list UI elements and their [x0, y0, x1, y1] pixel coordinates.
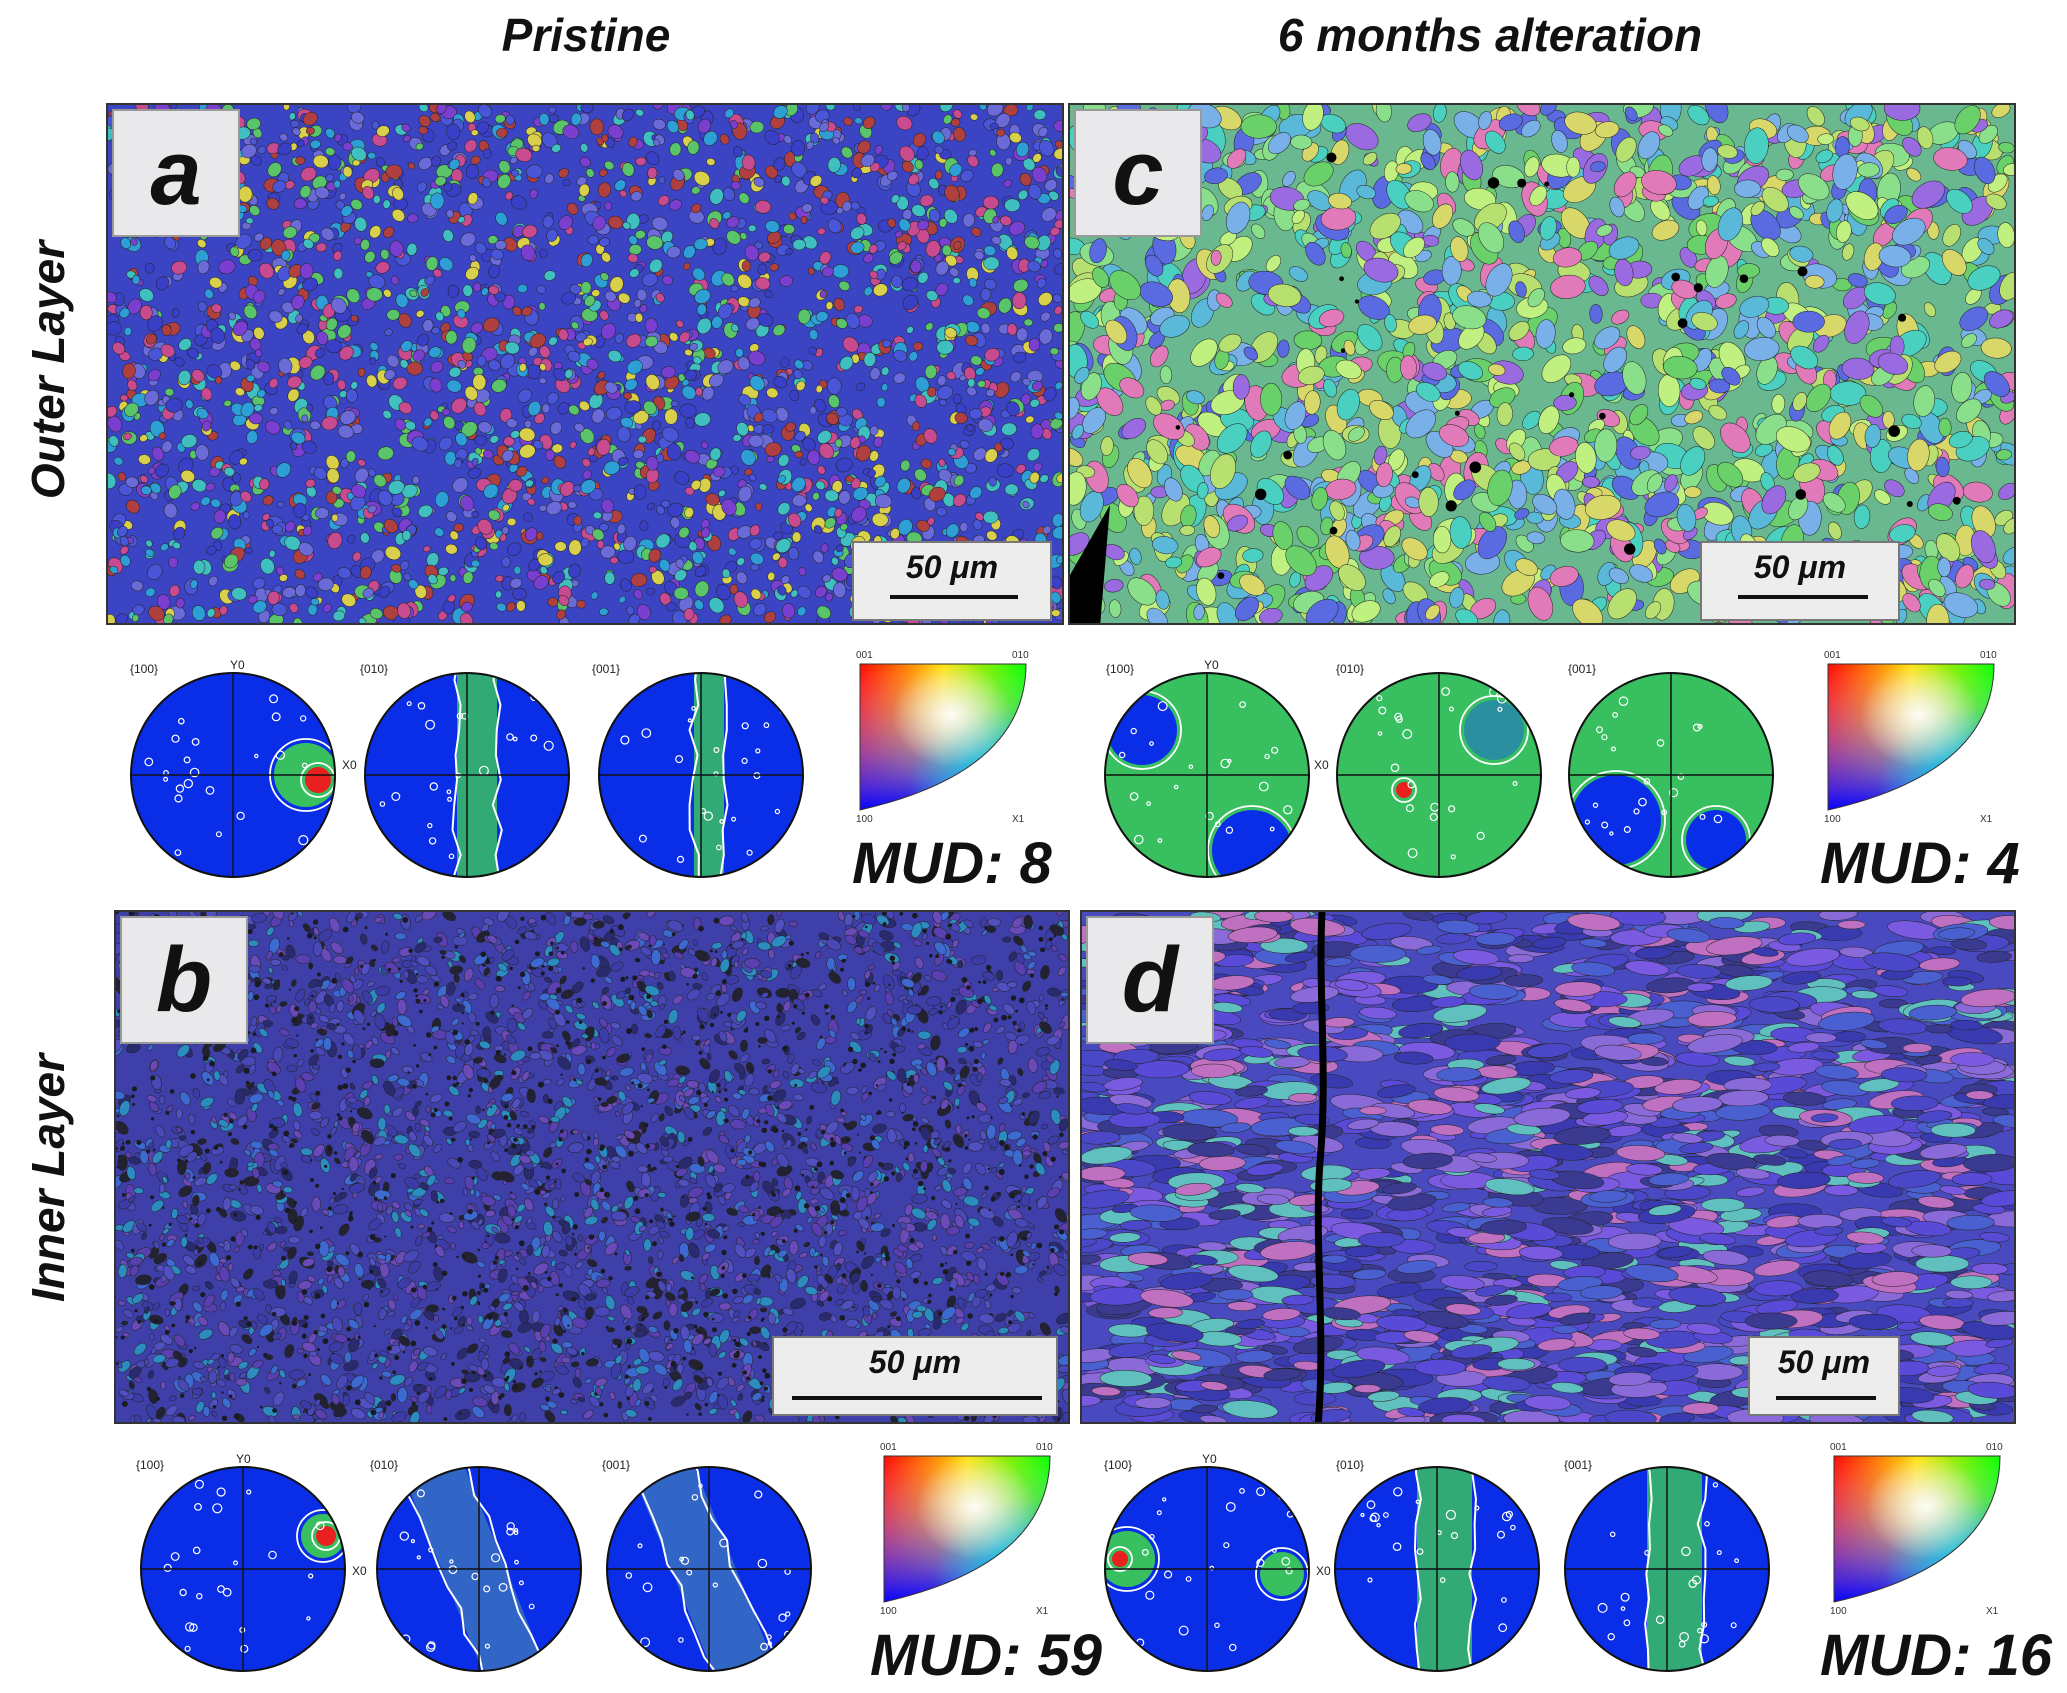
ipf-key-a: 001 010 100 X1: [852, 650, 1042, 830]
panel-label-d: d: [1086, 916, 1214, 1044]
ipf-label-x1: X1: [1980, 814, 1993, 825]
pole-figure-010: [1334, 1466, 1540, 1672]
ebsd-map-b: b 50 μm: [114, 910, 1070, 1424]
ipf-label-010: 010: [1012, 650, 1029, 661]
ipf-label-x1: X1: [1012, 814, 1025, 825]
ipf-color-triangle: [883, 1455, 1051, 1603]
scale-bar-line: [890, 595, 1018, 599]
pole-figure-010: [376, 1466, 582, 1672]
ipf-label-001: 001: [856, 650, 873, 661]
ipf-label-x1: X1: [1036, 1606, 1049, 1617]
ipf-color-triangle: [1833, 1455, 2001, 1603]
pf-label-010: {010}: [1336, 1458, 1365, 1472]
pole-figures-d: {100} Y0 X0 {010} {001}: [1096, 1452, 1816, 1692]
ipf-label-010: 010: [1986, 1442, 2003, 1453]
pf-axis-y: Y0: [230, 658, 245, 672]
scale-bar-label: 50 μm: [1777, 1344, 1871, 1380]
pf-label-001: {001}: [602, 1458, 631, 1472]
scale-bar-d: 50 μm: [1748, 1336, 1900, 1416]
pole-figure-010: [1336, 672, 1542, 878]
ipf-label-001: 001: [880, 1442, 897, 1453]
pf-label-001: {001}: [1564, 1458, 1593, 1472]
column-title-altered: 6 months alteration: [1277, 9, 1703, 61]
pole-figure-001: [1564, 1466, 1770, 1672]
pf-axis-x: X0: [352, 1564, 367, 1578]
ipf-label-100: 100: [1830, 1606, 1847, 1617]
scale-bar-line: [792, 1396, 1042, 1400]
pf-axis-y: Y0: [1202, 1452, 1217, 1466]
grain-texture-b: [116, 912, 1068, 1422]
pf-label-100: {100}: [130, 662, 159, 676]
mud-value-d: MUD: 16: [1820, 1623, 2053, 1688]
pf-label-001: {001}: [592, 662, 621, 676]
scale-bar-c: 50 μm: [1700, 541, 1900, 621]
ipf-color-triangle: [1827, 663, 1995, 811]
grain-texture-c: [1070, 105, 2014, 623]
ebsd-map-c: c 50 μm: [1068, 103, 2016, 625]
ipf-key-b: 001 010 100 X1: [876, 1442, 1066, 1622]
pf-label-001: {001}: [1568, 662, 1597, 676]
ipf-label-010: 010: [1036, 1442, 1053, 1453]
scale-bar-label: 50 μm: [905, 549, 999, 585]
mud-value-b: MUD: 59: [870, 1623, 1103, 1688]
pf-label-100: {100}: [136, 1458, 165, 1472]
scale-bar-line: [1738, 595, 1868, 599]
panel-label-b: b: [120, 916, 248, 1044]
pole-figure-001: [606, 1466, 812, 1672]
pf-axis-x: X0: [1316, 1564, 1331, 1578]
mud-value-a: MUD: 8: [852, 831, 1052, 896]
ipf-color-triangle: [859, 663, 1027, 811]
pf-label-010: {010}: [360, 662, 389, 676]
pole-figure-100: [1104, 1466, 1310, 1672]
pole-figure-100: [140, 1466, 346, 1672]
ipf-key-c: 001 010 100 X1: [1820, 650, 2010, 830]
ipf-label-010: 010: [1980, 650, 1997, 661]
row-title-outer: Outer Layer: [22, 240, 74, 500]
scale-bar-label: 50 μm: [1753, 549, 1847, 585]
scale-bar-a: 50 μm: [852, 541, 1052, 621]
pf-axis-y: Y0: [1204, 658, 1219, 672]
pole-figure-001: [1568, 672, 1774, 878]
pole-figure-100: [1104, 672, 1310, 878]
ipf-label-001: 001: [1830, 1442, 1847, 1453]
ebsd-map-a: a 50 μm: [106, 103, 1064, 625]
ipf-label-x1: X1: [1986, 1606, 1999, 1617]
pole-figures-c: {100} Y0 X0 {010} {001}: [1096, 652, 1816, 892]
ipf-label-100: 100: [1824, 814, 1841, 825]
pole-figure-100: [130, 672, 336, 878]
pole-figures-a: {100} Y0 X0 {010} {001}: [120, 652, 840, 892]
ipf-key-d: 001 010 100 X1: [1826, 1442, 2016, 1622]
pole-figure-001: [598, 672, 804, 878]
ipf-label-001: 001: [1824, 650, 1841, 661]
pf-label-100: {100}: [1106, 662, 1135, 676]
panel-label-c: c: [1074, 109, 1202, 237]
pf-label-100: {100}: [1104, 1458, 1133, 1472]
ipf-label-100: 100: [880, 1606, 897, 1617]
ipf-label-100: 100: [856, 814, 873, 825]
panel-label-a: a: [112, 109, 240, 237]
mud-value-c: MUD: 4: [1820, 831, 2020, 896]
pole-figure-010: [364, 672, 570, 878]
pf-axis-x: X0: [342, 758, 357, 772]
scale-bar-line: [1776, 1396, 1876, 1400]
pf-axis-x: X0: [1314, 758, 1329, 772]
pole-figures-b: {100} Y0 X0 {010} {001}: [130, 1452, 850, 1692]
column-title-pristine: Pristine: [501, 9, 671, 61]
scale-bar-b: 50 μm: [772, 1336, 1058, 1416]
pf-label-010: {010}: [370, 1458, 399, 1472]
pf-axis-y: Y0: [236, 1452, 251, 1466]
row-title-inner: Inner Layer: [22, 1054, 74, 1302]
ebsd-map-d: d 50 μm: [1080, 910, 2016, 1424]
pf-label-010: {010}: [1336, 662, 1365, 676]
scale-bar-label: 50 μm: [868, 1344, 962, 1380]
